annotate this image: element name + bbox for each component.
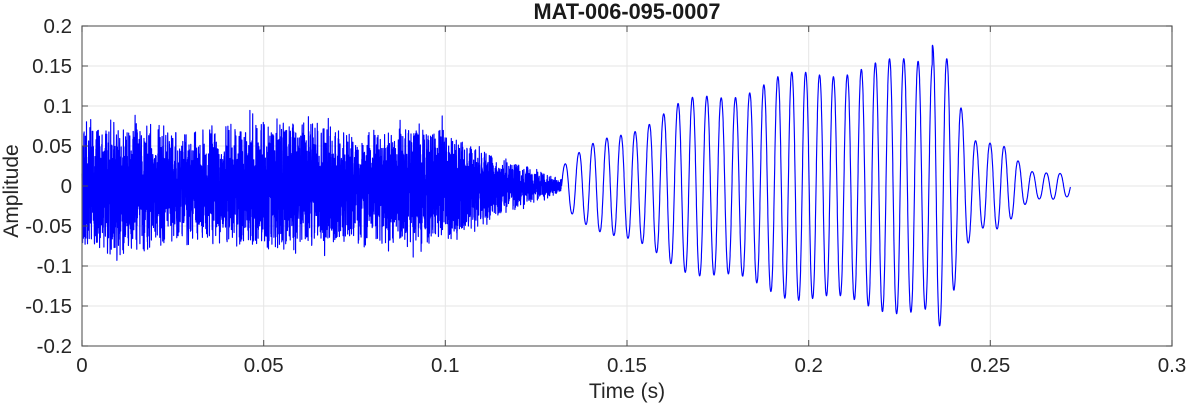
svg-text:-0.15: -0.15 [25, 295, 72, 318]
svg-text:0.3: 0.3 [1158, 354, 1187, 377]
svg-text:0: 0 [76, 354, 87, 377]
svg-text:Amplitude: Amplitude [0, 144, 23, 237]
svg-text:-0.1: -0.1 [37, 255, 72, 278]
svg-text:0.2: 0.2 [794, 354, 823, 377]
svg-text:Time (s): Time (s) [589, 380, 665, 403]
svg-text:0: 0 [61, 175, 72, 198]
svg-text:0.05: 0.05 [244, 354, 284, 377]
svg-text:0.1: 0.1 [44, 95, 73, 118]
svg-text:MAT-006-095-0007: MAT-006-095-0007 [534, 0, 721, 24]
svg-text:-0.2: -0.2 [37, 335, 72, 358]
svg-text:0.25: 0.25 [970, 354, 1010, 377]
svg-text:0.05: 0.05 [32, 135, 72, 158]
svg-text:0.15: 0.15 [32, 55, 72, 78]
svg-text:-0.05: -0.05 [25, 215, 72, 238]
svg-text:0.1: 0.1 [431, 354, 460, 377]
svg-text:0.15: 0.15 [607, 354, 647, 377]
svg-text:0.2: 0.2 [44, 15, 73, 38]
